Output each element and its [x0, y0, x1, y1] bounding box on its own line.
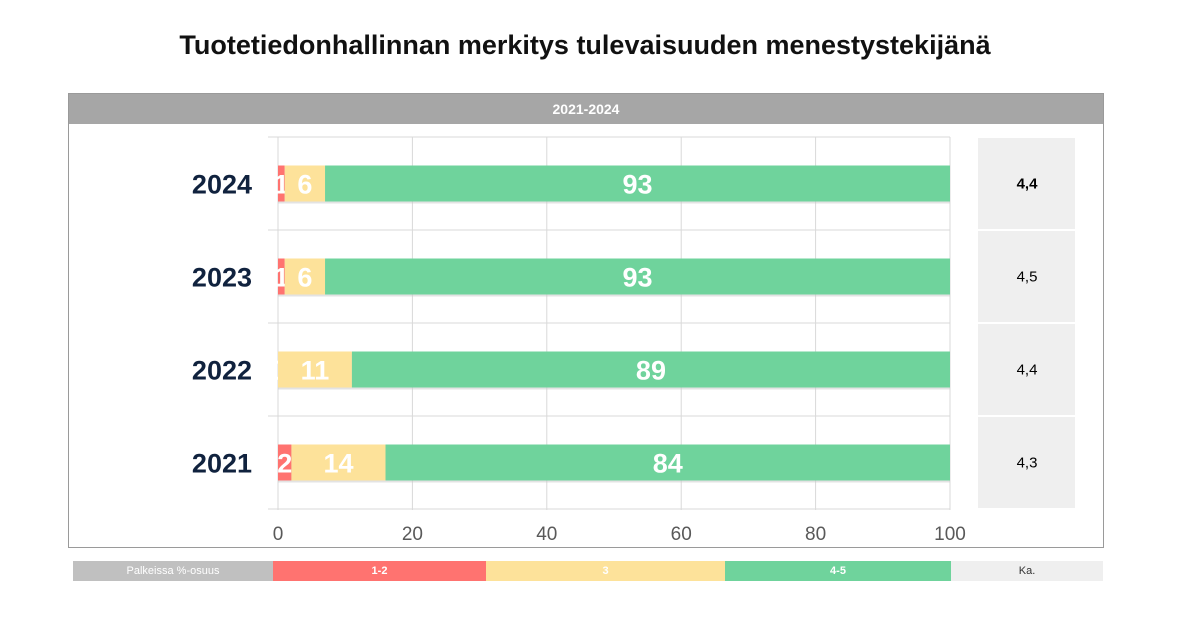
data-label: 89 — [636, 356, 666, 386]
average-value: 4,4 — [1017, 176, 1039, 193]
average-cell — [978, 138, 1075, 229]
bar-segment — [325, 165, 950, 202]
bar-segment — [325, 258, 950, 295]
average-value: 4,5 — [1017, 269, 1038, 286]
data-label: 6 — [297, 263, 312, 293]
legend-item-mid: 3 — [486, 561, 725, 581]
x-tick-label: 40 — [536, 524, 557, 545]
average-value: 4,4 — [1017, 362, 1038, 379]
data-label: 93 — [622, 170, 652, 200]
bar-segment — [385, 444, 950, 481]
bar-segment — [351, 351, 950, 388]
category-label: 2022 — [192, 356, 252, 386]
bar-segment — [278, 165, 285, 202]
bar-segment — [278, 444, 292, 481]
legend: Palkeissa %-osuus 1-2 3 4-5 Ka. — [73, 561, 1103, 581]
legend-caption: Palkeissa %-osuus — [73, 561, 273, 581]
legend-item-high: 4-5 — [725, 561, 951, 581]
average-cell — [978, 324, 1075, 415]
data-label: 84 — [653, 449, 683, 479]
average-cell — [978, 231, 1075, 322]
data-label: 11 — [301, 356, 330, 386]
average-cell — [978, 417, 1075, 508]
data-label: 2 — [277, 449, 292, 479]
category-label: 2023 — [192, 263, 252, 293]
bar-segment — [284, 258, 326, 295]
category-label: 2021 — [192, 449, 252, 479]
legend-item-average: Ka. — [951, 561, 1103, 581]
bar-segment — [278, 351, 352, 388]
data-label: 93 — [622, 263, 652, 293]
data-label: 6 — [297, 170, 312, 200]
chart-title: Tuotetiedonhallinnan merkitys tulevaisuu… — [179, 30, 991, 60]
x-tick-label: 100 — [934, 524, 966, 545]
legend-item-low: 1-2 — [273, 561, 486, 581]
bar-segment — [284, 165, 326, 202]
category-label: 2024 — [192, 170, 252, 200]
x-tick-label: 0 — [273, 524, 284, 545]
bar-segment — [278, 258, 285, 295]
bar-segment — [291, 444, 386, 481]
average-value: 4,3 — [1017, 455, 1038, 472]
panel-header: 2021-2024 — [69, 94, 1103, 124]
x-tick-label: 20 — [402, 524, 423, 545]
data-label: 14 — [323, 449, 353, 479]
x-tick-label: 60 — [671, 524, 692, 545]
x-tick-label: 80 — [805, 524, 826, 545]
